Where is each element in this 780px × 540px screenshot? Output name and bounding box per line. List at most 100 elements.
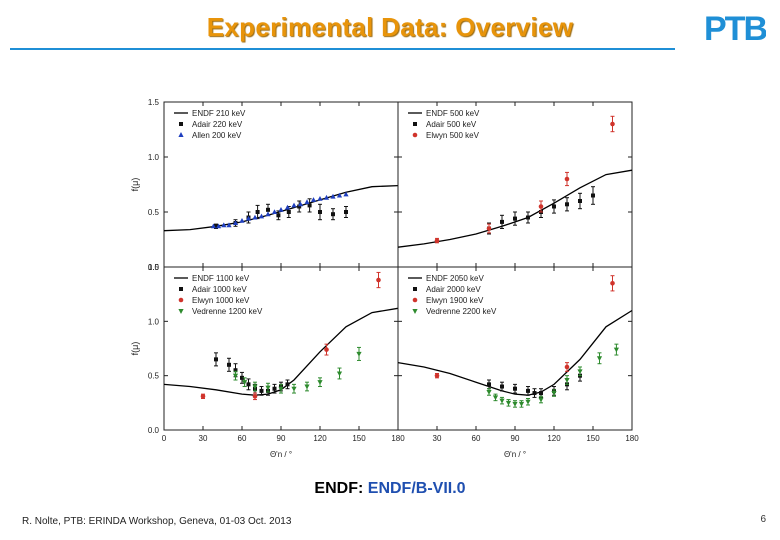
panel-bottom-left-ytick-label: 0.0 (148, 426, 160, 435)
panel-bottom-right-series-3-point (577, 369, 583, 375)
panel-top-left-series-2-point (210, 223, 216, 229)
panel-bottom-right-series-3-point (613, 347, 619, 353)
panel-bottom-right-series-3-point (564, 378, 570, 383)
panel-bottom-right-series-3-point (525, 399, 531, 405)
panel-bottom-right-series-3-point (499, 398, 505, 404)
panel-bottom-right-xtick-label: 30 (433, 434, 442, 443)
panel-bottom-left-series-2-point (252, 394, 258, 399)
panel-bottom-right-series-3-point (538, 397, 544, 403)
panel-bottom-left-xtick-label: 60 (238, 434, 247, 443)
panel-top-right-series-1-point (591, 193, 595, 198)
panel-top-left-series-1-point (307, 203, 312, 208)
panel-top-left-series-2-point (216, 223, 222, 229)
panel-top-left-series-1-point (214, 224, 218, 229)
panel-bottom-left-series-3-point (252, 384, 258, 390)
panel-bottom-left-series-2-point (376, 277, 381, 283)
panel-top-left-series-2-point (239, 218, 245, 223)
panel-bottom-right-series-1-point (539, 391, 543, 396)
panel-top-left-series-1-legend-label: Adair 220 keV (192, 120, 243, 129)
panel-bottom-left-series-3-point (242, 380, 248, 385)
panel-top-left-series-1-legend-swatch (179, 122, 183, 126)
panel-bottom-left-series-3-legend-swatch (178, 309, 184, 314)
panel-bottom-left-xtick-label: 0 (162, 434, 167, 443)
panel-bottom-right-series-3-point (492, 395, 499, 401)
panel-bottom-left-series-3-point (356, 351, 362, 357)
panel-bottom-left-series-3-legend-label: Vedrenne 1200 keV (192, 307, 263, 316)
panel-bottom-right-series-2-legend-swatch (412, 297, 418, 303)
panel-bottom-left-xlabel: Θ'n / ° (270, 450, 292, 459)
panel-top-left-frame (163, 101, 399, 268)
panel-bottom-right-series-1-point (532, 391, 537, 396)
panel-top-left-series-2-point (330, 193, 336, 199)
panel-bottom-left-xtick-label: 30 (199, 434, 208, 443)
panel-top-left-series-2-point (297, 201, 304, 207)
panel-bottom-right-series-3-point (486, 389, 492, 395)
panel-top-right-series-2-point (486, 226, 492, 231)
panel-bottom-right-series-2-point (434, 373, 440, 378)
panel-top-left-series-2-point (284, 204, 291, 210)
panel-bottom-left-ytick-label: 1.0 (148, 317, 160, 326)
panel-bottom-right-series-1-point (526, 388, 530, 393)
panel-bottom-left-series-3-point (291, 386, 297, 392)
panel-top-right-series-1-point (552, 204, 556, 209)
panel-top-left-series-2-point (336, 192, 343, 198)
panel-top-left-series-2-point (226, 222, 232, 228)
panel-top-right-series-2-point (610, 121, 615, 127)
panel-bottom-left-series-1-point (214, 357, 218, 362)
panel-top-left-series-2-point (271, 209, 278, 214)
panel-bottom-left-series-3-point (304, 384, 310, 390)
panel-bottom-right-series-3-point (596, 356, 603, 362)
panel-bottom-left-series-3-point (317, 380, 323, 385)
panel-top-left-ytick-label: 1.5 (148, 98, 160, 107)
caption-label: ENDF: (314, 480, 364, 497)
panel-top-right-series-0-legend-label: ENDF 500 keV (426, 109, 480, 118)
panel-top-right-series-1-point (565, 202, 569, 207)
title-rule (10, 48, 675, 50)
slide-title: Experimental Data: Overview (206, 12, 574, 42)
panel-bottom-right-series-1-point (487, 382, 491, 387)
panel-bottom-right-series-2-point (564, 364, 570, 370)
panel-bottom-right-series-1-legend-label: Adair 2000 keV (426, 285, 481, 294)
panel-top-left-series-2-point (310, 197, 317, 202)
caption-value: ENDF/B-VII.0 (367, 480, 466, 497)
panel-bottom-left-xtick-label: 90 (277, 434, 286, 443)
panel-bottom-right-series-0-line (397, 309, 633, 396)
panel-bottom-right-xtick-label: 180 (625, 434, 639, 443)
panel-bottom-left-series-3-point (232, 373, 239, 379)
panel-top-left-series-1-point (266, 207, 270, 212)
footer-text: R. Nolte, PTB: ERINDA Workshop, Geneva, … (22, 516, 292, 527)
panel-top-left-ytick-label: 1.0 (148, 153, 160, 162)
panel-top-left-series-1-point (344, 210, 348, 214)
panel-bottom-right-xtick-label: 120 (547, 434, 561, 443)
panel-bottom-right-xtick-label: 90 (511, 434, 520, 443)
panel-top-left-series-2-point (278, 207, 284, 212)
panel-bottom-right-series-0-legend-label: ENDF 2050 keV (426, 274, 484, 283)
panel-bottom-left-series-3-point (336, 371, 343, 377)
panel-top-left-series-2-point (245, 215, 252, 221)
panel-top-left-series-1-point (318, 210, 322, 214)
panel-top-right-series-2-point (538, 204, 544, 209)
panel-top-left-series-2-point (343, 191, 349, 197)
panel-top-right-series-1-point (513, 216, 517, 221)
panel-bottom-right-xlabel: Θ'n / ° (504, 450, 526, 459)
panel-top-left-series-2-point (304, 199, 310, 205)
panel-bottom-right-series-2-point (610, 281, 615, 286)
page-number: 6 (760, 514, 766, 525)
panel-top-left-series-1-point (255, 210, 260, 214)
panel-top-right-series-2-point (434, 238, 440, 243)
panel-bottom-right-series-3-point (551, 391, 557, 396)
panel-bottom-right-series-3-point (512, 401, 518, 407)
panel-top-right-series-1-point (578, 199, 582, 203)
panel-bottom-left-series-2-legend-label: Elwyn 1000 keV (192, 296, 250, 305)
panel-top-left-series-2-legend-swatch (178, 132, 184, 137)
panel-bottom-left-series-1-legend-label: Adair 1000 keV (192, 285, 247, 294)
panel-top-left-series-1-point (276, 213, 281, 218)
caption: ENDF: ENDF/B-VII.0 (0, 480, 780, 498)
panel-top-right-series-1-point (526, 215, 530, 220)
panel-top-right-series-2-legend-swatch (412, 132, 418, 138)
panel-top-left-ytick-label: 0.0 (148, 263, 160, 272)
panel-bottom-left-series-1-point (259, 388, 264, 393)
panel-bottom-right-series-3-legend-swatch (412, 309, 418, 314)
panel-top-left-series-2-legend-label: Allen 200 keV (192, 131, 242, 140)
panel-top-left-series-2-point (232, 220, 239, 225)
